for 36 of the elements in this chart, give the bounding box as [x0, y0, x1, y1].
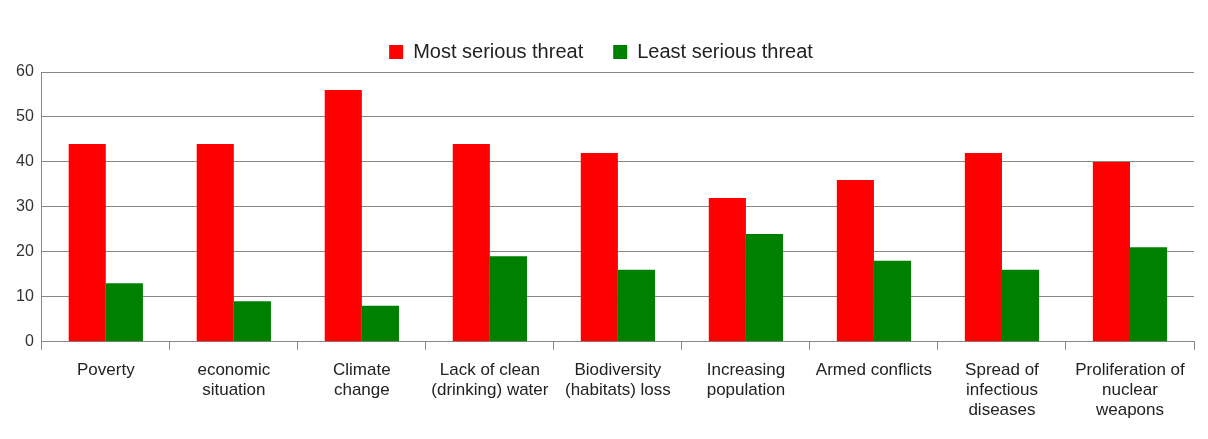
x-tick-label: Armed conflicts: [815, 359, 933, 379]
bar: [617, 269, 656, 342]
x-tick-label: Proliferation of nuclear weapons: [1075, 359, 1186, 420]
bar: [873, 260, 912, 342]
x-tick-label: Increasing population: [706, 359, 786, 400]
legend-label: Least serious threat: [637, 39, 814, 62]
bar: [708, 197, 746, 342]
bar: [964, 152, 1002, 342]
x-tick-label: Poverty: [76, 359, 136, 379]
bar: [836, 179, 874, 342]
x-tick-label: Climate change: [333, 359, 391, 400]
y-tick-label: 30: [16, 197, 34, 215]
bar: [745, 233, 784, 342]
x-tick-label: economic situation: [197, 359, 271, 400]
bar: [361, 305, 399, 342]
bar: [105, 283, 143, 342]
y-tick-label: 0: [24, 332, 34, 350]
y-tick-label: 10: [16, 287, 34, 305]
bar: [68, 143, 106, 342]
x-tick-label: Spread of infectious diseases: [965, 359, 1040, 420]
bar: [233, 301, 271, 342]
bar: [1001, 269, 1040, 342]
y-tick-label: 20: [16, 242, 34, 260]
y-tick-label: 50: [16, 107, 34, 125]
x-tick-label: Lack of clean (drinking) water: [431, 359, 549, 400]
bar: [580, 152, 618, 342]
bar: [196, 143, 234, 342]
y-tick-label: 40: [16, 152, 34, 170]
legend-label: Most serious threat: [413, 39, 584, 62]
bar: [452, 143, 490, 342]
bar: [1129, 247, 1168, 342]
bar: [324, 89, 362, 342]
x-tick-label: Biodiversity (habitats) loss: [564, 359, 671, 400]
bar: [489, 256, 527, 342]
y-tick-label: 60: [16, 62, 34, 80]
bar: [1092, 161, 1130, 342]
